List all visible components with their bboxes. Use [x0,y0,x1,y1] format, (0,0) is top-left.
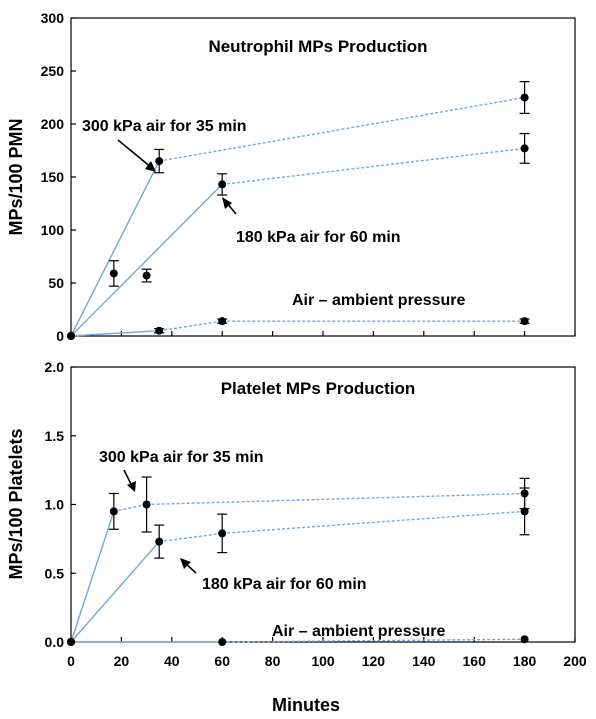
y-tick-label: 50 [48,275,64,291]
x-tick-label: 80 [265,653,281,669]
plot-frame [70,17,576,337]
data-point [520,507,529,516]
data-point [520,144,529,153]
x-tick-label: 0 [67,653,75,669]
x-tick-label: 100 [311,653,335,669]
data-points [67,489,529,646]
series-line-segment [70,541,160,643]
annotation-arrow-300kpa [117,139,153,169]
y-tick-label: 0 [56,328,64,344]
series-line-segment [222,510,525,535]
error-bars [108,476,530,559]
arrowhead-icon [222,197,232,209]
series-line-segment [222,638,525,643]
y-tick-label: 200 [41,116,65,132]
data-point [67,638,75,646]
data-point [109,507,118,516]
annotation-ambient: Air – ambient pressure [292,292,466,309]
y-tick-label: 1.5 [45,428,65,444]
data-point [520,93,529,102]
y-tick-label: 250 [41,63,65,79]
chart-title: Platelet MPs Production [221,379,416,398]
series-line-segment [159,320,223,332]
data-points [67,93,529,340]
arrowhead-icon [145,161,156,172]
series-line-segment [222,147,525,186]
data-point [218,529,227,538]
data-point [142,500,151,509]
y-tick-label: 0.0 [45,634,65,650]
series-line-segment [70,511,115,643]
series-line-segment [146,492,525,506]
x-tick-label: 160 [463,653,487,669]
chart-title: Neutrophil MPs Production [208,37,427,56]
data-point [218,638,227,646]
y-axis-title: MPs/100 PMN [6,118,26,235]
data-point [67,332,75,340]
series-line-segment [159,532,223,543]
data-point [218,180,227,189]
annotation-arrow-300kpa [123,469,133,487]
data-point [155,537,164,546]
series-line-segment [70,330,160,337]
x-tick-label: 20 [114,653,130,669]
data-point [218,317,227,326]
series-line-segment [70,183,223,337]
x-axis-title: Minutes [272,695,340,714]
ticks: 0 50 100 150 200 250 300 [41,10,576,344]
annotation-ambient: Air – ambient pressure [272,623,446,640]
x-tick-label: 140 [412,653,436,669]
y-tick-label: 150 [41,169,65,185]
y-tick-label: 2.0 [45,359,65,375]
annotation-300kpa: 300 kPa air for 35 min [99,449,264,466]
annotation-300kpa: 300 kPa air for 35 min [82,118,247,135]
series-lines [70,492,525,643]
series-line-segment [159,96,525,162]
arrowhead-icon [180,558,191,569]
ticks: 0.0 0.5 1.0 1.5 2.0 0 20 40 60 80 100 120 140 160 180 2… [45,359,587,669]
y-tick-label: 300 [41,10,65,26]
series-line-segment [113,503,147,513]
annotation-180kpa: 180 kPa air for 60 min [202,576,367,593]
y-tick-label: 1.0 [45,497,65,513]
data-point [155,157,164,166]
y-axis-title: MPs/100 Platelets [6,428,26,579]
x-tick-label: 180 [513,653,537,669]
x-tick-label: 60 [214,653,230,669]
data-point [520,635,529,644]
y-tick-label: 100 [41,222,65,238]
annotation-180kpa: 180 kPa air for 60 min [236,229,401,246]
series-line-segment [70,160,160,337]
x-tick-label: 40 [164,653,180,669]
series-lines [70,96,525,337]
data-point [520,317,529,326]
data-point [142,271,151,280]
y-tick-label: 0.5 [45,565,65,581]
data-point [520,489,529,498]
data-point [155,326,164,335]
arrowhead-icon [127,481,136,492]
data-point [109,269,118,278]
panel-neutrophil: Neutrophil MPs Production MPs/100 PMN 0 5… [6,10,576,344]
panel-platelet: Platelet MPs Production MPs/100 Platelet… [6,359,587,715]
x-tick-label: 200 [563,653,587,669]
x-tick-label: 120 [362,653,386,669]
